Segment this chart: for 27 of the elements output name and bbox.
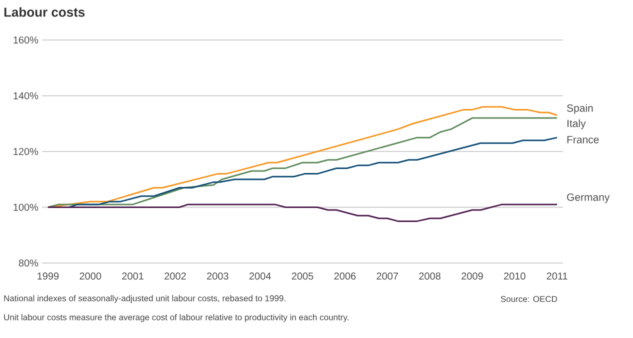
x-tick-label: 2007 (376, 272, 398, 280)
line-series (47, 204, 558, 222)
series-label: Spain (567, 104, 593, 114)
x-tick-label: 2009 (462, 272, 483, 280)
y-tick-label: 120% (14, 148, 38, 156)
x-tick-label: 2008 (419, 272, 440, 280)
x-tick-label: 2005 (292, 272, 314, 280)
x-tick-label: 1999 (38, 272, 59, 280)
text: National indexes of seasonally-adjusted unit labour costs, rebased to 1999. (4, 295, 286, 303)
series-label: Italy (568, 119, 586, 130)
source-note: Source: OECD (500, 296, 558, 302)
x-tick-label: 2010 (504, 272, 526, 280)
y-tick-label: 100% (14, 204, 38, 211)
x-tick-label: 2004 (249, 272, 271, 280)
y-tick-label: 80% (18, 259, 38, 267)
series-label: France (567, 136, 599, 144)
x-tick-label: 2011 (546, 272, 568, 280)
series-label: Germany (567, 193, 610, 203)
x-tick-label: 2003 (207, 272, 228, 280)
x-tick-label: 2006 (334, 272, 356, 280)
y-tick-label: 160% (14, 36, 38, 44)
chart-title: Labour costs (4, 7, 85, 17)
text: Unit labour costs measure the average cost of labour relative to productivity in each country. (4, 314, 348, 322)
x-tick-label: 2002 (164, 272, 186, 280)
x-tick-label: 2000 (80, 272, 102, 280)
x-tick-label: 2001 (122, 272, 144, 280)
y-tick-label: 140% (14, 92, 38, 100)
